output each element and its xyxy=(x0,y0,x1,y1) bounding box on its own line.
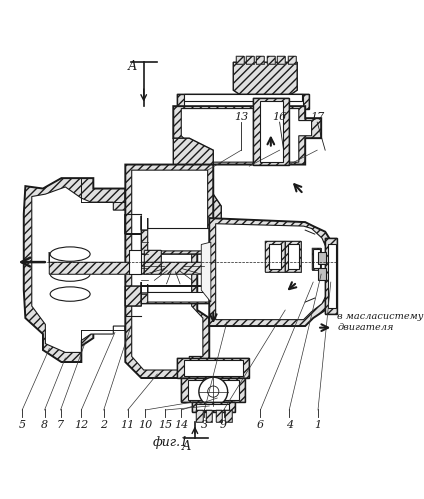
Polygon shape xyxy=(181,109,312,162)
Text: фиг.1: фиг.1 xyxy=(153,436,189,450)
Text: 9: 9 xyxy=(220,420,227,430)
Text: 16: 16 xyxy=(273,112,287,122)
Polygon shape xyxy=(233,62,297,98)
Polygon shape xyxy=(24,178,141,362)
Text: 12: 12 xyxy=(74,420,89,430)
Bar xyxy=(196,404,229,410)
Bar xyxy=(267,56,275,64)
Polygon shape xyxy=(177,94,309,109)
Bar xyxy=(265,242,285,271)
Polygon shape xyxy=(192,402,235,412)
Bar xyxy=(246,56,254,64)
Polygon shape xyxy=(184,94,302,101)
Bar xyxy=(285,242,301,271)
Text: 2: 2 xyxy=(100,420,107,430)
Bar xyxy=(277,56,285,64)
Bar xyxy=(277,56,285,64)
Polygon shape xyxy=(148,218,328,251)
Polygon shape xyxy=(216,224,328,320)
Polygon shape xyxy=(126,165,213,378)
Polygon shape xyxy=(216,410,222,422)
Bar xyxy=(287,56,296,64)
Text: 14: 14 xyxy=(174,420,188,430)
Polygon shape xyxy=(129,250,141,274)
Bar xyxy=(287,244,299,269)
Bar xyxy=(318,268,326,279)
Bar xyxy=(267,56,275,64)
Text: 3: 3 xyxy=(201,420,208,430)
Bar xyxy=(259,101,283,162)
Polygon shape xyxy=(209,218,333,326)
Bar xyxy=(144,262,161,274)
Polygon shape xyxy=(132,170,208,370)
Polygon shape xyxy=(141,282,331,304)
Bar xyxy=(318,252,326,263)
Text: в масласистему
двигателя: в масласистему двигателя xyxy=(337,312,424,332)
Text: 4: 4 xyxy=(286,420,293,430)
Bar xyxy=(265,242,285,271)
Text: 10: 10 xyxy=(138,420,152,430)
Polygon shape xyxy=(196,410,203,422)
Text: 7: 7 xyxy=(57,420,64,430)
Bar xyxy=(312,248,321,270)
Ellipse shape xyxy=(50,267,90,281)
Polygon shape xyxy=(177,358,249,378)
Polygon shape xyxy=(49,252,321,274)
Bar xyxy=(188,380,239,400)
Polygon shape xyxy=(181,378,245,402)
Polygon shape xyxy=(141,216,331,254)
Ellipse shape xyxy=(50,287,90,301)
Polygon shape xyxy=(201,242,211,302)
Text: 6: 6 xyxy=(257,420,264,430)
Polygon shape xyxy=(206,410,212,422)
Bar xyxy=(144,250,161,272)
Polygon shape xyxy=(32,187,132,352)
Bar xyxy=(184,94,303,109)
Bar xyxy=(269,244,281,269)
Ellipse shape xyxy=(50,247,90,261)
Bar xyxy=(144,250,161,272)
Polygon shape xyxy=(253,98,289,165)
Text: 15: 15 xyxy=(158,420,173,430)
Text: 13: 13 xyxy=(234,112,248,122)
Bar xyxy=(236,56,244,64)
Polygon shape xyxy=(325,238,337,314)
Text: 17: 17 xyxy=(310,112,324,122)
Bar xyxy=(236,56,244,64)
Bar xyxy=(257,56,265,64)
Polygon shape xyxy=(173,106,321,165)
Polygon shape xyxy=(173,138,221,238)
Polygon shape xyxy=(225,410,232,422)
Bar xyxy=(313,250,320,268)
Bar xyxy=(144,262,161,274)
Bar xyxy=(184,360,243,376)
Polygon shape xyxy=(328,245,335,308)
Polygon shape xyxy=(148,284,328,302)
Polygon shape xyxy=(126,214,333,306)
Bar xyxy=(312,248,321,270)
Text: 5: 5 xyxy=(19,420,26,430)
Text: А: А xyxy=(182,440,192,453)
Bar xyxy=(287,56,296,64)
Bar xyxy=(285,242,301,271)
Text: 11: 11 xyxy=(120,420,135,430)
Bar xyxy=(257,56,265,64)
Text: 8: 8 xyxy=(41,420,48,430)
Text: А: А xyxy=(128,60,137,73)
Bar xyxy=(246,56,254,64)
Text: 1: 1 xyxy=(315,420,321,430)
Circle shape xyxy=(199,377,228,406)
